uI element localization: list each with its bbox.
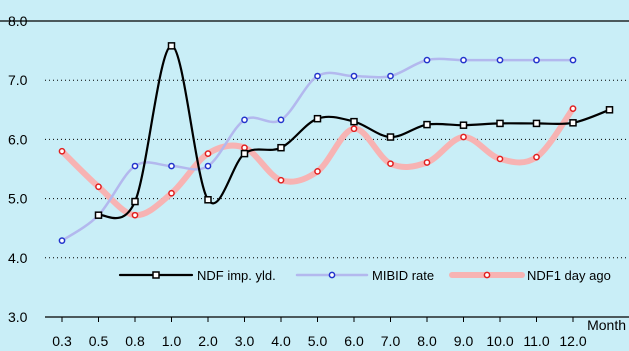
data-point-mibid-rate: [131, 162, 139, 170]
x-tick-label: 7.0: [381, 333, 401, 349]
data-point-ndf1-day-ago: [569, 105, 577, 112]
data-point-ndf1-day-ago: [423, 159, 431, 166]
data-point-ndf-imp-yld: [131, 197, 139, 206]
data-point-mibid-rate: [423, 56, 431, 64]
data-point-ndf1-day-ago: [204, 150, 212, 157]
data-point-ndf1-day-ago: [314, 168, 321, 175]
legend-label-mibid-rate: MIBID rate: [372, 268, 434, 283]
data-point-ndf1-day-ago: [95, 183, 102, 191]
legend-marker-ndf1-day-ago: [483, 271, 491, 279]
data-point-mibid-rate: [496, 56, 504, 64]
x-tick-label: 12.0: [559, 333, 586, 349]
x-tick-label: 0.3: [52, 333, 72, 349]
x-tick-label: 4.0: [271, 333, 291, 349]
y-tick-label: 4.0: [8, 250, 28, 266]
x-tick-label: 10.0: [486, 333, 513, 349]
data-point-mibid-rate: [350, 72, 358, 80]
x-tick-label: 2.0: [198, 333, 218, 349]
data-point-mibid-rate: [241, 116, 248, 124]
legend-marker-ndf-imp-yld: [152, 271, 160, 279]
data-point-ndf1-day-ago: [533, 153, 540, 161]
data-point-ndf-imp-yld: [459, 121, 468, 129]
data-point-ndf1-day-ago: [496, 155, 504, 163]
data-point-ndf1-day-ago: [241, 144, 248, 152]
x-tick-label: 9.0: [454, 333, 474, 349]
data-point-ndf1-day-ago: [168, 189, 175, 197]
data-point-ndf-imp-yld: [350, 117, 358, 126]
tick-labels: 3.0 4.0 5.0 6.0 7.0 8.0 0.3 0.5 0.8 1.0 2.0 3.0 4.0 5…: [8, 13, 587, 349]
data-point-ndf1-day-ago: [131, 211, 139, 219]
data-point-ndf1-day-ago: [460, 133, 467, 141]
data-point-mibid-rate: [460, 56, 467, 64]
y-tick-label: 5.0: [8, 191, 28, 207]
axes: [0, 20, 629, 322]
data-point-ndf-imp-yld: [167, 42, 176, 50]
x-tick-label: 5.0: [308, 333, 328, 349]
data-point-ndf1-day-ago: [387, 160, 394, 168]
data-point-ndf-imp-yld: [277, 143, 285, 152]
gridlines: [45, 79, 629, 259]
x-tick-label: 6.0: [344, 333, 364, 349]
data-point-ndf1-day-ago: [277, 176, 285, 184]
x-tick-label: 8.0: [417, 333, 437, 349]
legend-marker-mibid-rate: [328, 271, 336, 279]
data-point-mibid-rate: [168, 162, 175, 170]
data-point-mibid-rate: [533, 56, 540, 64]
x-tick-label: 11.0: [523, 333, 549, 349]
legend: NDF imp. yld. MIBID rate NDF1 day ago: [118, 268, 611, 283]
data-point-ndf-imp-yld: [240, 149, 249, 158]
y-tick-label: 3.0: [8, 309, 28, 325]
data-point-ndf-imp-yld: [204, 196, 212, 204]
data-point-ndf-imp-yld: [496, 119, 504, 128]
data-point-ndf1-day-ago: [58, 147, 66, 155]
x-tick-label: 0.5: [89, 333, 109, 349]
y-tick-label: 6.0: [8, 131, 28, 147]
legend-label-ndf-imp-yld: NDF imp. yld.: [197, 268, 276, 283]
data-point-mibid-rate: [58, 237, 66, 244]
x-axis-title: Month: [587, 317, 626, 333]
data-point-mibid-rate: [387, 72, 394, 80]
data-point-ndf-imp-yld: [532, 119, 541, 128]
series-lines: [59, 44, 611, 242]
data-point-mibid-rate: [314, 72, 321, 80]
data-point-mibid-rate: [277, 116, 285, 124]
series-markers: [58, 42, 614, 244]
data-point-mibid-rate: [204, 162, 212, 170]
data-point-ndf-imp-yld: [94, 211, 103, 219]
data-point-ndf1-day-ago: [350, 125, 358, 133]
data-point-ndf-imp-yld: [423, 120, 431, 129]
y-tick-label: 7.0: [8, 72, 28, 88]
legend-label-ndf1-day-ago: NDF1 day ago: [527, 268, 611, 283]
data-point-ndf-imp-yld: [313, 114, 322, 123]
y-tick-label: 8.0: [8, 13, 28, 29]
data-point-ndf-imp-yld: [605, 106, 614, 114]
x-tick-label: 3.0: [235, 333, 255, 349]
data-point-mibid-rate: [569, 56, 577, 64]
data-point-ndf-imp-yld: [569, 119, 577, 127]
data-point-ndf-imp-yld: [386, 133, 395, 141]
x-tick-label: 1.0: [162, 333, 182, 349]
x-tick-label: 0.8: [125, 333, 145, 349]
